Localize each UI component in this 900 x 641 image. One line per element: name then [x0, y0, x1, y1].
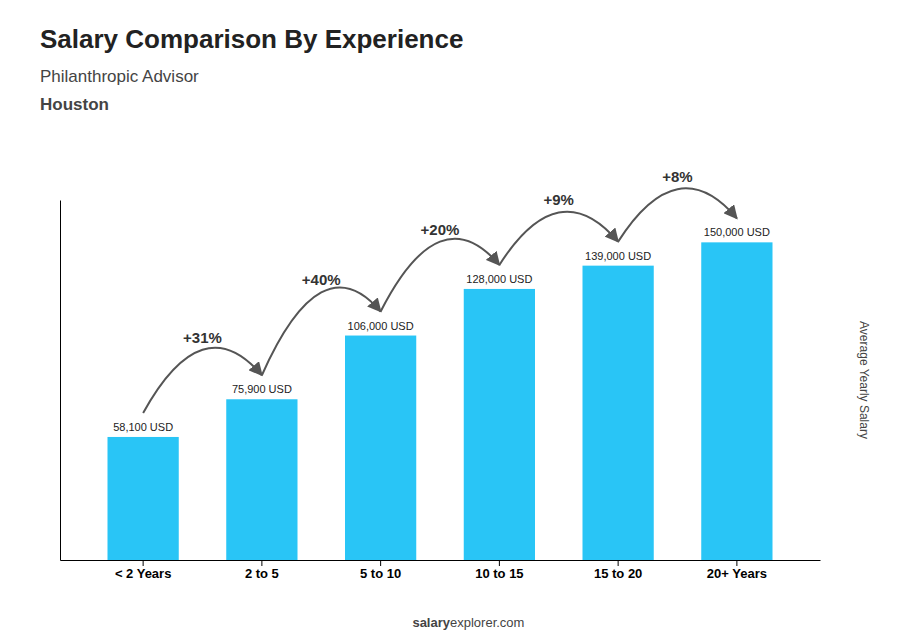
value-label: 139,000 USD: [585, 250, 651, 262]
value-label: 150,000 USD: [704, 226, 770, 238]
change-arc: [262, 287, 381, 375]
y-label: Average Yearly Salary: [857, 321, 871, 439]
bar: [464, 289, 535, 560]
value-label: 128,000 USD: [466, 273, 532, 285]
bar: [701, 242, 772, 560]
title: Salary Comparison By Experience: [40, 24, 463, 54]
subtitle: Philanthropic Advisor: [40, 67, 199, 86]
bar: [583, 266, 654, 560]
change-label: +31%: [183, 329, 222, 346]
x-tick: 15 to 20: [594, 560, 642, 581]
change-label: +9%: [544, 191, 574, 208]
x-tick-label: 5 to 10: [360, 566, 401, 581]
x-tick-mark: [618, 560, 619, 566]
x-tick-label: 15 to 20: [594, 566, 642, 581]
change-arc: [381, 239, 500, 312]
bars: [108, 242, 773, 560]
x-tick-label: 2 to 5: [245, 566, 279, 581]
value-label: 75,900 USD: [232, 383, 292, 395]
x-tick: < 2 Years: [115, 560, 172, 581]
bar: [226, 399, 297, 560]
change-label: +20%: [421, 221, 460, 238]
x-tick: 10 to 15: [475, 560, 523, 581]
footer: salaryexplorer.com: [412, 615, 524, 630]
change-arc: [618, 188, 737, 241]
x-axis-line: [61, 560, 821, 561]
change-arcs: +31% +40% +20% +9% +8%: [143, 168, 737, 413]
city: Houston: [40, 95, 109, 114]
x-tick-mark: [143, 560, 144, 566]
x-tick: 5 to 10: [360, 560, 401, 581]
x-tick-mark: [736, 560, 737, 566]
bar: [345, 336, 416, 560]
x-tick-label: 20+ Years: [707, 566, 767, 581]
footer-part: salary: [412, 615, 450, 630]
value-labels: 58,100 USD 75,900 USD 106,000 USD 128,000 U…: [113, 226, 770, 433]
footer-part: explorer.com: [450, 615, 524, 630]
plot: < 2 Years 2 to 5 5 to 10 10 to 15 15 to 20 20…: [61, 168, 821, 581]
x-tick-label: < 2 Years: [115, 566, 172, 581]
x-tick-mark: [261, 560, 262, 566]
change-label: +8%: [662, 168, 692, 185]
x-tick-mark: [380, 560, 381, 566]
value-label: 58,100 USD: [113, 421, 173, 433]
x-tick: 2 to 5: [245, 560, 279, 581]
change-arc: [143, 348, 262, 413]
y-axis-line: [60, 201, 61, 561]
x-tick: 20+ Years: [707, 560, 767, 581]
x-axis: < 2 Years 2 to 5 5 to 10 10 to 15 15 to 20 20…: [61, 560, 821, 581]
y-axis: [60, 201, 61, 561]
x-tick-label: 10 to 15: [475, 566, 523, 581]
bar: [108, 437, 179, 560]
value-label: 106,000 USD: [348, 320, 414, 332]
change-label: +40%: [302, 271, 341, 288]
x-tick-mark: [499, 560, 500, 566]
chart: Salary Comparison By Experience Philanthr…: [0, 0, 900, 641]
change-arc: [499, 212, 618, 265]
